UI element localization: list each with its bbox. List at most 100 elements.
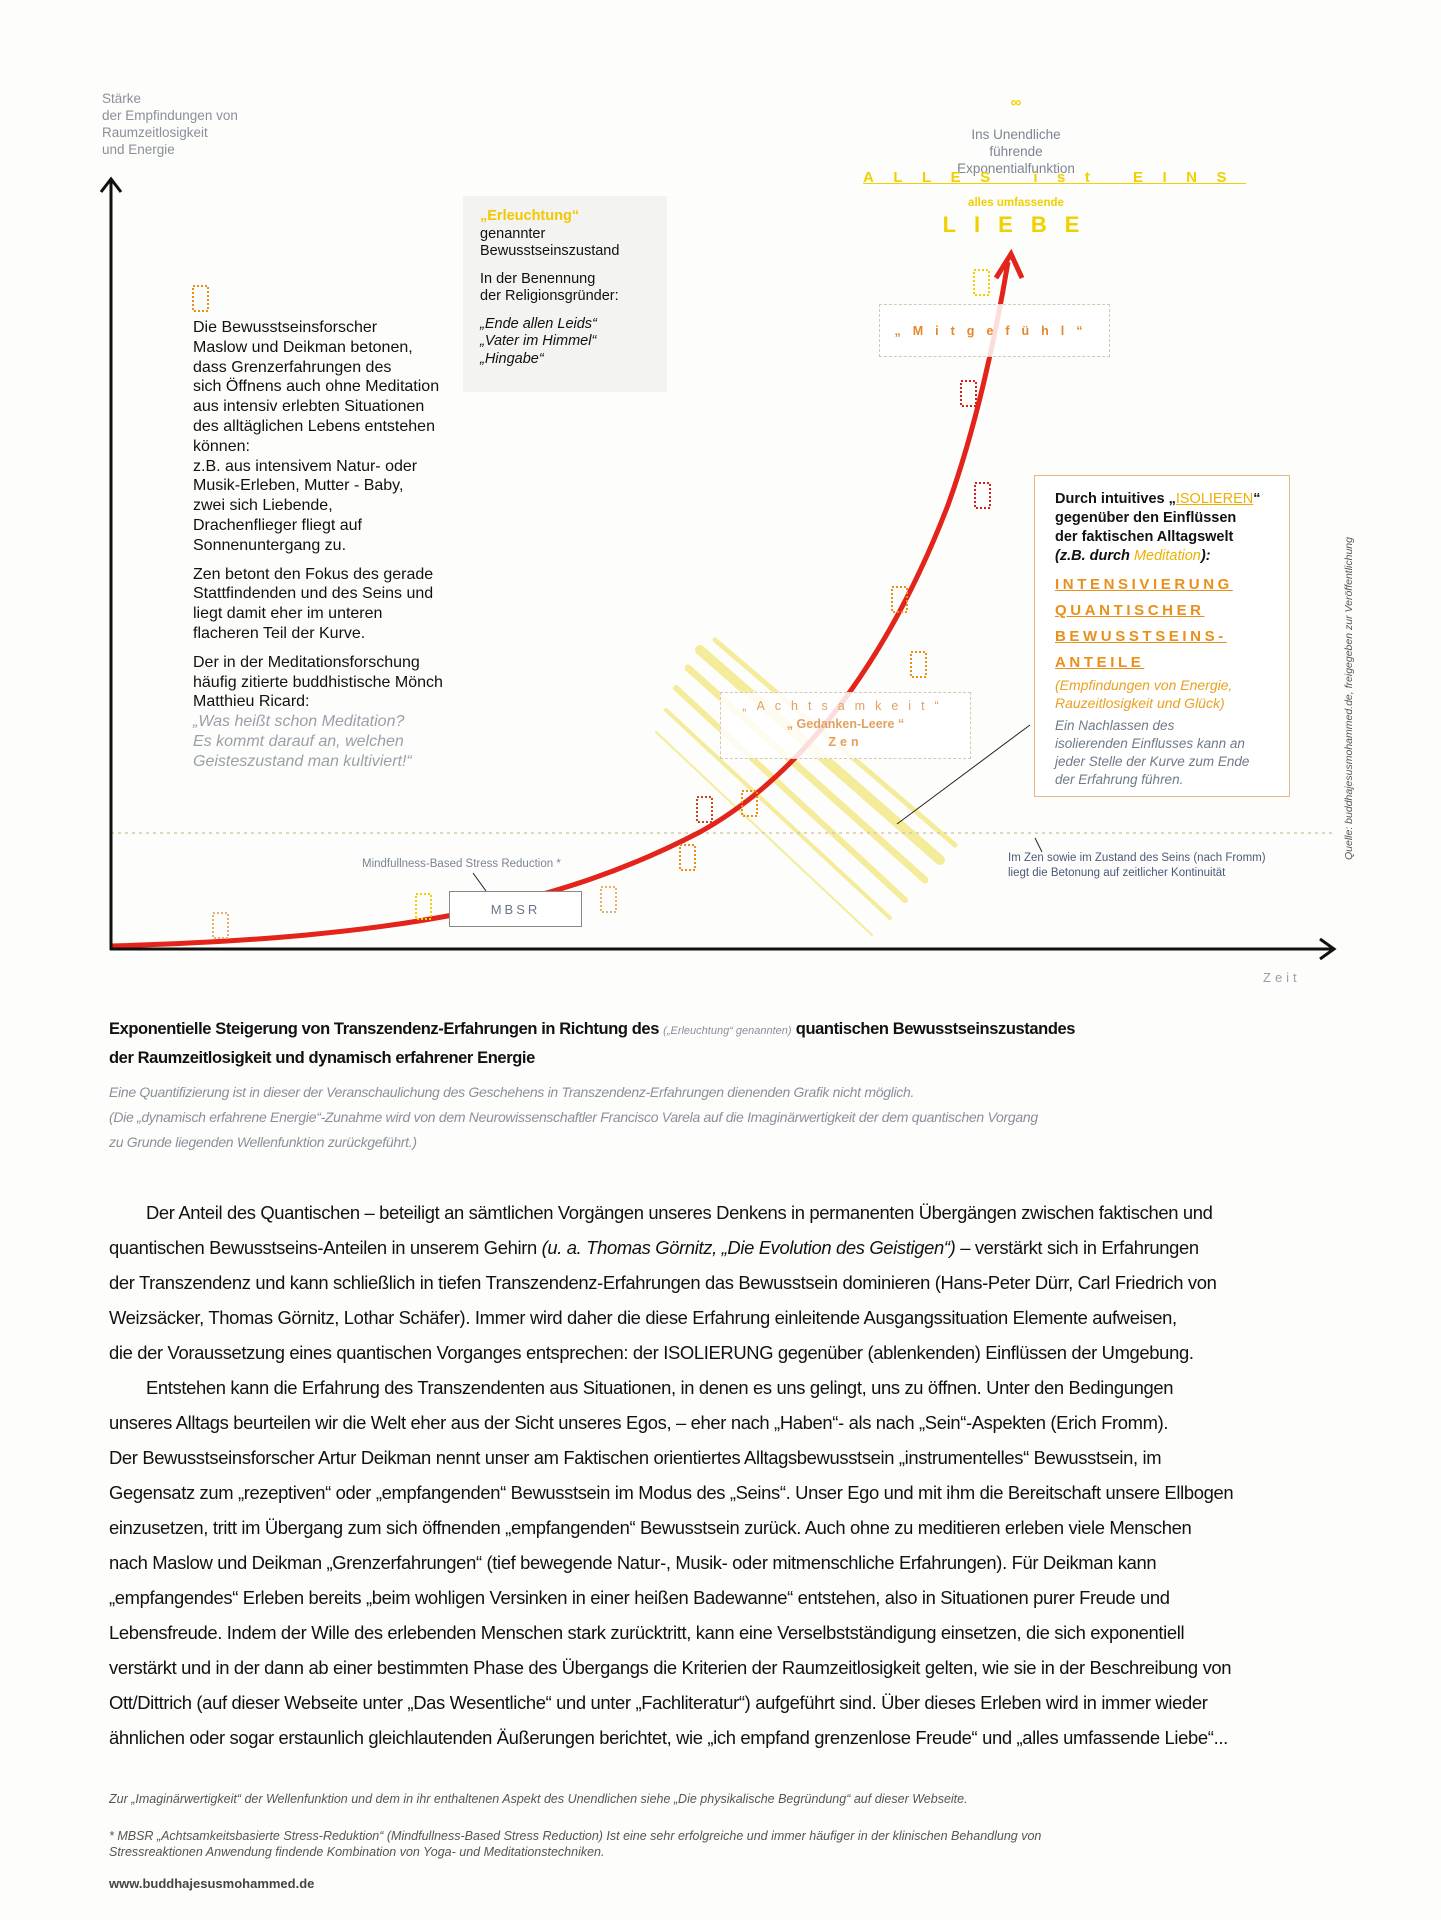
erleuchtung-text: „Erleuchtung“ genannter Bewusstseinszust… <box>480 208 665 378</box>
liebe-label: LIEBE <box>942 212 1098 237</box>
intensivierung-heading: INTENSIVIERUNG QUANTISCHER BEWUSSTSEINS-… <box>1055 576 1233 671</box>
left-text-block: Die Bewusstseinsforscher Maslow und Deik… <box>193 318 463 781</box>
body-line: Der Anteil des Quantischen – beteiligt a… <box>109 1195 1379 1230</box>
alles-umfassende: alles umfassende <box>968 197 1064 209</box>
body-line: Der Bewusstseinsforscher Artur Deikman n… <box>109 1440 1379 1475</box>
source-note: Quelle: buddhajesusmohammed.de, freigege… <box>1343 537 1355 860</box>
citation: (u. a. Thomas Görnitz, „Die Evolution de… <box>541 1237 956 1258</box>
body-segment: – verstärkt sich in Erfahrungen <box>955 1237 1199 1258</box>
infinity-annotation: ∞ Ins Unendliche führende Exponentialfun… <box>930 80 1102 177</box>
body-segment: „empfangendes“ Erleben bereits „beim woh… <box>109 1587 1170 1608</box>
erleuchtung-line: genannter Bewusstseinszustand <box>480 225 620 260</box>
erleuchtung-box <box>463 196 667 392</box>
body-text: Der Anteil des Quantischen – beteiligt a… <box>109 1195 1379 1755</box>
body-line: nach Maslow und Deikman „Grenzerfahrunge… <box>109 1545 1379 1580</box>
body-line: ähnlichen oder sogar erstaunlich gleichl… <box>109 1720 1379 1755</box>
body-line: Entstehen kann die Erfahrung des Transze… <box>109 1370 1379 1405</box>
intro-text: (z.B. durch <box>1055 548 1134 564</box>
body-line: quantischen Bewusstseins-Anteilen in uns… <box>109 1230 1379 1265</box>
infinity-icon: ∞ <box>1010 94 1022 111</box>
y-axis-arrow <box>99 176 123 193</box>
marker-box <box>192 285 209 312</box>
marker-box <box>696 796 713 823</box>
body-segment: Weizsäcker, Thomas Görnitz, Lothar Schäf… <box>109 1307 1177 1328</box>
footnote-mbsr: * MBSR „Achtsamkeitsbasierte Stress-Redu… <box>109 1829 1042 1859</box>
isolieren-box: Durch intuitives „ISOLIEREN“ gegenüber d… <box>1034 475 1290 797</box>
body-line: der Transzendenz und kann schließlich in… <box>109 1265 1379 1300</box>
erleuchtung-highlight: „Erleuchtung“ <box>480 208 580 224</box>
body-segment: einzusetzen, tritt im Übergang zum sich … <box>109 1517 1192 1538</box>
body-segment: quantischen Bewusstseins-Anteilen in uns… <box>109 1237 542 1258</box>
marker-box <box>973 269 990 296</box>
exponential-curve <box>110 261 1011 949</box>
marker-box <box>415 893 432 920</box>
x-axis-label: Zeit <box>1263 970 1301 985</box>
body-segment: Lebensfreude. Indem der Wille des erlebe… <box>109 1622 1185 1643</box>
left-paragraph: Zen betont den Fokus des gerade Stattfin… <box>193 565 434 642</box>
body-line: unseres Alltags beurteilen wir die Welt … <box>109 1405 1379 1440</box>
meditation-word: Meditation <box>1133 548 1201 564</box>
hatch-line <box>664 708 892 920</box>
body-segment: die der Voraussetzung eines quantischen … <box>109 1342 1194 1363</box>
isolieren-word: ISOLIEREN <box>1175 491 1254 507</box>
body-segment: Ott/Dittrich (auf dieser Webseite unter … <box>109 1692 1208 1713</box>
note-line: Eine Quantifizierung ist in dieser der V… <box>109 1084 915 1100</box>
figure-caption: Exponentielle Steigerung von Transzenden… <box>109 1016 1359 1072</box>
alles-ist-eins: ALLES ist EINS <box>863 169 1247 186</box>
body-line: Ott/Dittrich (auf dieser Webseite unter … <box>109 1685 1379 1720</box>
religion-intro: In der Benennung der Religionsgründer: <box>480 270 619 305</box>
mitgefuehl-box: „Mitgefühl“ <box>879 304 1110 357</box>
caption-small: („Erleuchtung“ genannten) <box>663 1025 792 1037</box>
yellow-hatch <box>655 637 958 936</box>
caption-text: quantischen Bewusstseinszustandes <box>791 1020 1076 1038</box>
body-segment: Entstehen kann die Erfahrung des Transze… <box>146 1377 1174 1398</box>
note-line: (Die „dynamisch erfahrene Energie“-Zunah… <box>109 1109 1038 1125</box>
erleuchtung-heading: „Erleuchtung“ <box>480 208 665 226</box>
marker-box <box>212 912 229 939</box>
body-line: „empfangendes“ Erleben bereits „beim woh… <box>109 1580 1379 1615</box>
body-line: die der Voraussetzung eines quantischen … <box>109 1335 1379 1370</box>
zen-note-pointer <box>1034 837 1043 853</box>
body-segment: Der Anteil des Quantischen – beteiligt a… <box>146 1202 1213 1223</box>
mbsr-box: MBSR <box>449 891 582 927</box>
hatch-line <box>673 685 908 903</box>
zen-note: Im Zen sowie im Zustand des Seins (nach … <box>1008 852 1266 879</box>
body-line: Gegensatz zum „rezeptiven“ oder „empfang… <box>109 1475 1379 1510</box>
body-segment: der Transzendenz und kann schließlich in… <box>109 1272 1217 1293</box>
body-segment: unseres Alltags beurteilen wir die Welt … <box>109 1412 1169 1433</box>
body-segment: Gegensatz zum „rezeptiven“ oder „empfang… <box>109 1482 1234 1503</box>
empfindungen-text: (Empfindungen von Energie, Rauzeitlosigk… <box>1055 677 1233 711</box>
caption-text: Exponentielle Steigerung von Transzenden… <box>109 1020 664 1038</box>
marker-box <box>974 482 991 509</box>
nachlassen-note: Ein Nachlassen des isolierenden Einfluss… <box>1055 718 1250 787</box>
caption-text: der Raumzeitlosigkeit und dynamisch erfa… <box>109 1049 535 1067</box>
zen-pointer-line <box>896 724 1031 825</box>
body-line: Weizsäcker, Thomas Görnitz, Lothar Schäf… <box>109 1300 1379 1335</box>
marker-box <box>910 651 927 678</box>
infinity-text: Ins Unendliche führende Exponentialfunkt… <box>957 127 1075 176</box>
isolieren-intro: Durch intuitives „ISOLIEREN“ gegenüber d… <box>1055 490 1269 566</box>
achtsamkeit-box: „Achtsamkeit“ „ Gedanken-Leere “ Zen <box>720 692 971 759</box>
marker-box <box>600 886 617 913</box>
body-segment: Der Bewusstseinsforscher Artur Deikman n… <box>109 1447 1162 1468</box>
intro-text: ): <box>1200 548 1211 564</box>
footnote-imaginaer: Zur „Imaginärwertigkeit“ der Wellenfunkt… <box>109 1792 968 1806</box>
achtsamkeit-label: „Achtsamkeit“ <box>742 699 949 713</box>
left-paragraph: Der in der Meditationsforschung häufig z… <box>193 653 443 711</box>
caption-notes: Eine Quantifizierung ist in dieser der V… <box>109 1080 1359 1155</box>
left-paragraph: Die Bewusstseinsforscher Maslow und Deik… <box>193 319 440 554</box>
body-line: Lebensfreude. Indem der Wille des erlebe… <box>109 1615 1379 1650</box>
intro-text: “ gegenüber den Einflüssen der faktische… <box>1055 491 1261 545</box>
y-axis-label: Stärke der Empfindungen von Raumzeitlosi… <box>102 91 238 157</box>
x-axis-arrow <box>1319 937 1337 961</box>
body-segment: ähnlichen oder sogar erstaunlich gleichl… <box>109 1727 1228 1748</box>
website-link[interactable]: www.buddhajesusmohammed.de <box>109 1876 315 1891</box>
intro-text: Durch intuitives „ <box>1055 491 1176 507</box>
mbsr-pointer <box>472 872 487 892</box>
zen-label: Zen <box>828 735 863 749</box>
body-segment: verstärkt und in der dann ab einer besti… <box>109 1657 1232 1678</box>
body-line: verstärkt und in der dann ab einer besti… <box>109 1650 1379 1685</box>
body-line: einzusetzen, tritt im Übergang zum sich … <box>109 1510 1379 1545</box>
note-line: zu Grunde liegenden Wellenfunktion zurüc… <box>109 1134 417 1150</box>
body-segment: nach Maslow und Deikman „Grenzerfahrunge… <box>109 1552 1157 1573</box>
